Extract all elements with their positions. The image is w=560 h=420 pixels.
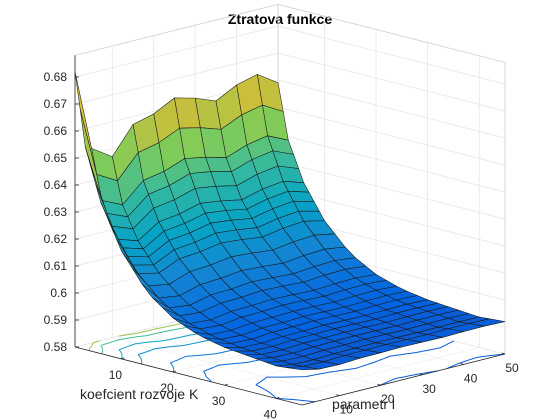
z-tick-label: 0.64 bbox=[44, 178, 68, 192]
surface-patch bbox=[286, 366, 319, 371]
x-tick-label: 40 bbox=[264, 407, 278, 420]
y-axis-label: parametr l bbox=[332, 396, 395, 412]
y-tick bbox=[377, 383, 381, 386]
y-tick bbox=[336, 394, 340, 397]
x-axis-line bbox=[74, 346, 303, 406]
z-tick-label: 0.66 bbox=[44, 124, 68, 138]
surface-patch bbox=[74, 71, 97, 175]
y-tick-label: 50 bbox=[505, 361, 519, 375]
grid-line bbox=[276, 347, 480, 399]
x-tick-label: 10 bbox=[109, 368, 123, 382]
chart-title: Ztratova funkce bbox=[228, 11, 332, 27]
y-tick bbox=[419, 373, 423, 376]
z-tick-label: 0.61 bbox=[44, 259, 68, 273]
y-tick-label: 10 bbox=[340, 403, 354, 417]
z-tick-label: 0.58 bbox=[44, 340, 68, 354]
x-axis: 10 20 30 40 bbox=[74, 346, 303, 420]
z-tick-label: 0.68 bbox=[44, 70, 68, 84]
box-edge bbox=[277, 4, 506, 354]
x-tick bbox=[276, 397, 280, 399]
z-tick-label: 0.67 bbox=[44, 97, 68, 111]
x-axis-label: koefcient rozvoje K bbox=[80, 386, 199, 402]
y-axis-line bbox=[301, 353, 506, 406]
grid-line bbox=[112, 337, 340, 396]
grid-line bbox=[74, 52, 506, 112]
surface bbox=[74, 71, 506, 371]
z-tick-label: 0.59 bbox=[44, 313, 68, 327]
z-tick-label: 0.65 bbox=[44, 151, 68, 165]
z-tick-label: 0.63 bbox=[44, 205, 68, 219]
y-tick bbox=[501, 352, 506, 355]
z-tick-label: 0.6 bbox=[50, 286, 67, 300]
x-tick bbox=[121, 357, 125, 360]
x-tick-label: 20 bbox=[160, 381, 174, 395]
y-tick-label: 30 bbox=[422, 382, 436, 396]
y-tick-label: 20 bbox=[381, 392, 395, 406]
y-tick bbox=[460, 363, 464, 365]
x-tick bbox=[224, 383, 228, 386]
y-axis: 10 20 30 40 50 bbox=[301, 352, 519, 417]
z-axis: 0.58 0.59 0.6 0.61 0.62 0.63 0.64 0.65 0.66 0.67 0… bbox=[44, 55, 79, 354]
x-tick-label: 30 bbox=[212, 394, 226, 408]
grid-line bbox=[74, 25, 506, 85]
x-tick bbox=[172, 370, 177, 373]
z-tick-label: 0.62 bbox=[44, 232, 68, 246]
y-tick-label: 40 bbox=[464, 371, 478, 385]
